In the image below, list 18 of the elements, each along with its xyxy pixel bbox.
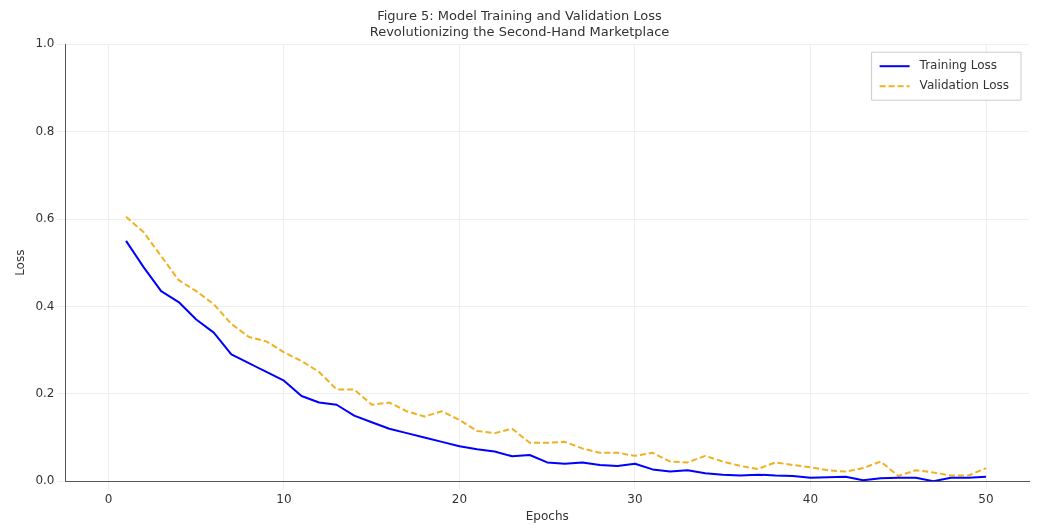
- y-tick-label: 0.0: [35, 473, 55, 488]
- legend-label: Validation Loss: [919, 78, 1009, 93]
- x-tick-label: 0: [104, 491, 113, 506]
- x-tick-label: 30: [627, 491, 643, 506]
- legend-label: Training Loss: [918, 58, 998, 73]
- chart-subtitle: Revolutionizing the Second-Hand Marketplace: [369, 23, 670, 39]
- x-tick-label: 40: [802, 491, 819, 506]
- x-axis-title: Epochs: [525, 508, 569, 523]
- y-tick-label: 0.4: [35, 298, 55, 313]
- y-axis-title: Loss: [13, 249, 28, 276]
- x-tick-label: 50: [978, 491, 994, 506]
- y-tick-label: 1.0: [35, 36, 55, 51]
- chart-title: Figure 5: Model Training and Validation Loss: [377, 8, 663, 24]
- x-tick-label: 20: [451, 491, 468, 506]
- y-tick-label: 0.2: [35, 385, 55, 400]
- y-tick-label: 0.6: [35, 211, 55, 226]
- x-tick-label: 10: [276, 491, 292, 506]
- y-tick-label: 0.8: [35, 123, 55, 138]
